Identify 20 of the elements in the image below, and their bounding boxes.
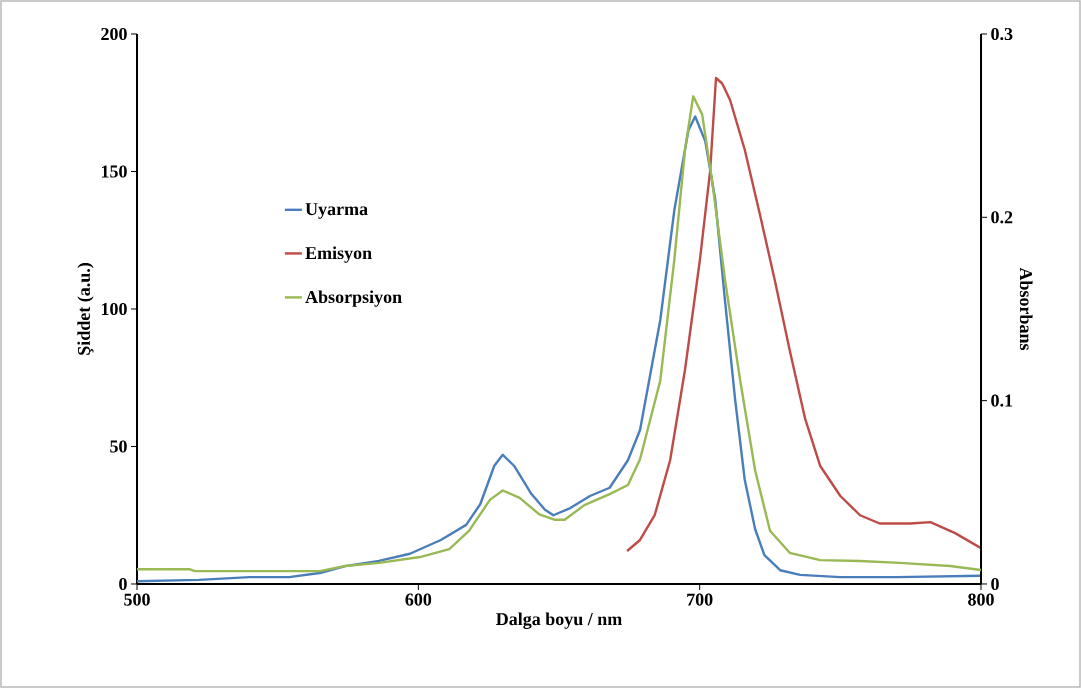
y2-tick-label: 0.2 xyxy=(991,211,1013,224)
x-axis-title: Dalga boyu / nm xyxy=(496,612,622,629)
line-series xyxy=(625,76,982,553)
y-tick-label: 100 xyxy=(101,302,127,316)
x-tick-label: 500 xyxy=(124,593,150,606)
y2-axis-title: Absorbans xyxy=(1019,267,1033,351)
legend-label: Uyarma xyxy=(305,203,368,219)
legend-label: Emisyon xyxy=(305,246,372,263)
y-tick-label: 150 xyxy=(101,165,127,178)
y2-tick-label: 0.1 xyxy=(991,394,1013,407)
x-tick-label: 800 xyxy=(968,593,994,606)
legend-label: Absorpsiyon xyxy=(305,290,402,307)
y-tick-label: 0 xyxy=(119,577,127,591)
x-tick-label: 600 xyxy=(405,593,432,606)
y2-tick-label: 0 xyxy=(991,577,999,591)
y-tick-label: 50 xyxy=(110,440,127,453)
y2-tick-label: 0.3 xyxy=(991,27,1013,41)
y-tick-label: 200 xyxy=(101,27,127,41)
y-axis-title: Şiddet (a.u.) xyxy=(77,263,94,355)
x-tick-label: 700 xyxy=(687,593,713,606)
